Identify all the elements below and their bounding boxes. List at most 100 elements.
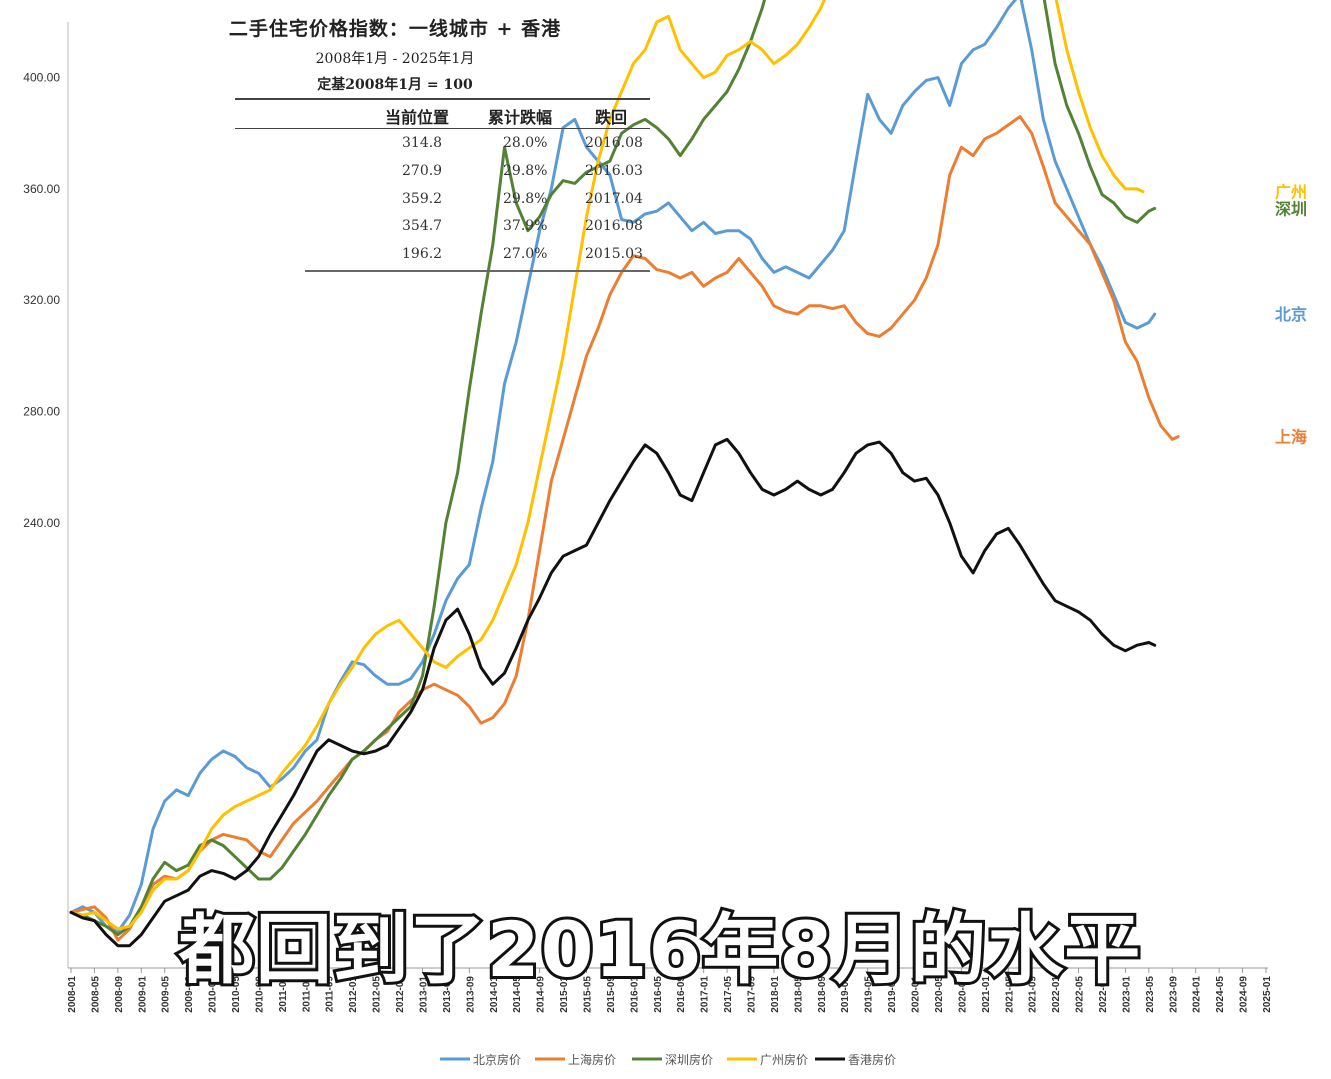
x-axis-ticks: 2008-01 2008-05 2008-09 2009-01 2009-05 2009-… bbox=[67, 968, 1273, 1013]
y-tick-label: 360.00 bbox=[23, 182, 60, 196]
x-tick-label: 2009-09 bbox=[184, 976, 195, 1013]
legend-label: 北京房价 bbox=[473, 1052, 521, 1067]
x-tick-label: 2022-09 bbox=[1098, 976, 1109, 1013]
x-tick-label: 2020-05 bbox=[934, 976, 945, 1013]
x-tick-label: 2015-05 bbox=[582, 976, 593, 1013]
x-tick-label: 2010-01 bbox=[208, 976, 219, 1013]
x-tick-label: 2012-09 bbox=[395, 976, 406, 1013]
y-tick-label: 280.00 bbox=[23, 405, 60, 419]
x-tick-label: 2017-01 bbox=[700, 976, 711, 1013]
table-period: 2008年1月 - 2025年1月 bbox=[315, 51, 475, 67]
table-cell-back-to: 2015.03 bbox=[585, 246, 643, 262]
series-line bbox=[69, 0, 1145, 931]
x-tick-label: 2023-05 bbox=[1145, 976, 1156, 1013]
series-end-label: 深圳 bbox=[1275, 199, 1307, 218]
series-line bbox=[69, 115, 1180, 942]
table-cell-drop: 28.0% bbox=[503, 135, 548, 151]
x-tick-label: 2020-01 bbox=[911, 976, 922, 1013]
x-tick-label: 2012-01 bbox=[348, 976, 359, 1013]
x-tick-label: 2024-09 bbox=[1239, 976, 1250, 1013]
table-cell-current: 314.8 bbox=[402, 135, 443, 151]
table-cell-current: 196.2 bbox=[402, 246, 443, 262]
x-tick-label: 2013-01 bbox=[418, 976, 429, 1013]
x-tick-label: 2009-01 bbox=[137, 976, 148, 1013]
x-tick-label: 2019-09 bbox=[887, 976, 898, 1013]
x-tick-label: 2013-09 bbox=[465, 976, 476, 1013]
x-tick-label: 2016-09 bbox=[676, 976, 687, 1013]
x-tick-label: 2010-05 bbox=[231, 976, 242, 1013]
x-tick-label: 2025-01 bbox=[1262, 976, 1273, 1013]
x-tick-label: 2017-05 bbox=[723, 976, 734, 1013]
y-axis-ticks: 240.00 280.00 320.00 360.00 400.00 bbox=[23, 71, 60, 530]
table-cell-drop: 29.8% bbox=[503, 163, 548, 179]
x-tick-label: 2008-01 bbox=[67, 976, 78, 1013]
x-tick-label: 2022-01 bbox=[1051, 976, 1062, 1013]
x-tick-label: 2014-05 bbox=[512, 976, 523, 1013]
x-tick-label: 2021-01 bbox=[981, 976, 992, 1013]
table-base: 定基2008年1月 = 100 bbox=[317, 77, 473, 93]
table-cell-back-to: 2017.04 bbox=[585, 191, 643, 207]
x-tick-label: 2012-05 bbox=[372, 976, 383, 1013]
table-title: 二手住宅价格指数：一线城市 + 香港 bbox=[228, 18, 562, 40]
table-header-drop: 累计跌幅 bbox=[488, 108, 553, 127]
x-tick-label: 2019-05 bbox=[864, 976, 875, 1013]
table-cell-drop: 27.0% bbox=[503, 246, 548, 262]
legend-label: 深圳房价 bbox=[665, 1052, 713, 1067]
table-cell-current: 270.9 bbox=[402, 163, 443, 179]
table-rule-mid bbox=[235, 128, 650, 129]
x-tick-label: 2016-01 bbox=[629, 976, 640, 1013]
x-tick-label: 2011-05 bbox=[301, 976, 312, 1013]
x-tick-label: 2017-09 bbox=[747, 976, 758, 1013]
y-tick-label: 400.00 bbox=[23, 71, 60, 85]
table-cell-back-to: 2016.08 bbox=[585, 218, 643, 234]
table-header-back-to: 跌回 bbox=[595, 108, 628, 127]
x-tick-label: 2018-01 bbox=[770, 976, 781, 1013]
legend-label: 上海房价 bbox=[568, 1052, 616, 1067]
x-tick-label: 2011-09 bbox=[325, 976, 336, 1013]
x-tick-label: 2013-05 bbox=[442, 976, 453, 1013]
series-lines bbox=[69, 0, 1180, 948]
x-tick-label: 2014-01 bbox=[489, 976, 500, 1013]
x-tick-label: 2018-09 bbox=[817, 976, 828, 1013]
x-tick-label: 2011-01 bbox=[278, 976, 289, 1013]
legend-label: 香港房价 bbox=[848, 1052, 896, 1067]
x-tick-label: 2024-01 bbox=[1192, 976, 1203, 1013]
table-rule-top bbox=[235, 98, 650, 100]
series-end-label: 北京 bbox=[1275, 305, 1307, 324]
table-cell-drop: 37.9% bbox=[503, 218, 548, 234]
table-cell-back-to: 2016.03 bbox=[585, 163, 643, 179]
x-tick-label: 2023-01 bbox=[1121, 976, 1132, 1013]
x-tick-label: 2014-09 bbox=[536, 976, 547, 1013]
video-caption: 都回到了2016年8月的水平 bbox=[176, 902, 1143, 997]
chart-legend: 北京房价 上海房价 深圳房价 广州房价 香港房价 bbox=[440, 1052, 896, 1067]
series-line bbox=[69, 0, 1157, 937]
table-rule-bottom bbox=[305, 270, 650, 272]
x-tick-label: 2018-05 bbox=[793, 976, 804, 1013]
series-end-label: 广州 bbox=[1275, 183, 1307, 202]
series-line bbox=[69, 0, 1157, 934]
table-header-current: 当前位置 bbox=[385, 108, 450, 127]
x-tick-label: 2022-05 bbox=[1075, 976, 1086, 1013]
x-tick-label: 2008-05 bbox=[90, 976, 101, 1013]
x-tick-label: 2016-05 bbox=[653, 976, 664, 1013]
y-tick-label: 240.00 bbox=[23, 516, 60, 530]
legend-label: 广州房价 bbox=[760, 1052, 808, 1067]
x-tick-label: 2020-09 bbox=[957, 976, 968, 1013]
x-tick-label: 2008-09 bbox=[114, 976, 125, 1013]
x-tick-label: 2009-05 bbox=[161, 976, 172, 1013]
series-end-label: 上海 bbox=[1275, 428, 1307, 447]
x-tick-label: 2015-09 bbox=[606, 976, 617, 1013]
x-tick-label: 2024-05 bbox=[1215, 976, 1226, 1013]
x-tick-label: 2021-05 bbox=[1004, 976, 1015, 1013]
y-tick-label: 320.00 bbox=[23, 293, 60, 307]
series-line bbox=[69, 437, 1157, 948]
table-cell-drop: 29.8% bbox=[503, 191, 548, 207]
x-tick-label: 2023-09 bbox=[1168, 976, 1179, 1013]
x-tick-label: 2019-01 bbox=[840, 976, 851, 1013]
x-tick-label: 2010-09 bbox=[254, 976, 265, 1013]
table-cell-current: 359.2 bbox=[402, 191, 443, 207]
table-cell-back-to: 2016.08 bbox=[585, 135, 643, 151]
table-cell-current: 354.7 bbox=[402, 218, 443, 234]
